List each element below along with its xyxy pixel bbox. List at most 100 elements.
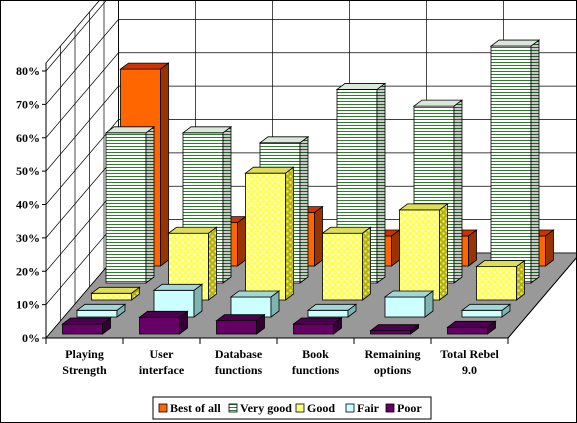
bar-poor-total-rebel-9-0 — [446, 320, 497, 335]
bar-top — [446, 320, 497, 328]
bar-good-remaining-options — [398, 203, 449, 301]
bar-top — [61, 317, 112, 325]
bar-side — [208, 226, 217, 301]
bar-side — [439, 203, 448, 301]
bar-side — [376, 82, 386, 284]
bar-top — [383, 290, 435, 298]
bar-poor-playing-strength — [61, 317, 112, 335]
bar-fair-total-rebel-9-0 — [460, 303, 512, 318]
bar-side — [222, 126, 232, 284]
legend-swatch-best-of-all — [158, 403, 168, 413]
bar-front — [293, 323, 334, 335]
bar-poor-database-functions — [215, 313, 266, 335]
bar-top — [75, 303, 127, 311]
bar-top — [369, 324, 420, 332]
bar-top — [104, 126, 156, 134]
bar-top — [119, 62, 170, 70]
bar-top — [460, 303, 512, 311]
bar-front — [139, 316, 180, 335]
bar-side — [145, 126, 155, 284]
legend-label-fair: Fair — [357, 401, 380, 415]
bar-fair-playing-strength — [75, 303, 127, 318]
legend-swatch-fair — [345, 403, 355, 413]
bar-front — [399, 209, 440, 301]
legend: Best of all Very good Good Fair Poor — [152, 396, 432, 420]
bar-fair-book-functions — [306, 303, 358, 318]
x-tick-label: Database — [215, 347, 263, 361]
bar-top — [138, 310, 189, 318]
y-tick-label: 70% — [16, 97, 40, 111]
y-tick-label: 10% — [16, 298, 40, 312]
x-tick-label: 9.0 — [462, 363, 477, 377]
bar-top — [90, 286, 141, 294]
bar-poor-remaining-options — [369, 323, 420, 335]
bar-side — [237, 215, 246, 267]
bar-front — [384, 296, 426, 318]
bar-front — [245, 172, 286, 301]
bar-top — [398, 203, 449, 211]
bar-front — [105, 132, 147, 284]
y-tick-label: 50% — [16, 164, 40, 178]
bar-top — [306, 303, 358, 311]
bar-side — [285, 166, 294, 301]
bar-top — [335, 83, 387, 90]
bar-good-playing-strength — [90, 286, 141, 301]
bar-side — [516, 259, 525, 301]
y-axis-ticks: 0% 10% 20% 30% 40% 50% 60% 70% 80% — [16, 64, 46, 345]
bar-very-good-total-rebel-9-0 — [489, 39, 541, 284]
bar-top — [152, 283, 204, 291]
legend-swatch-very-good — [228, 403, 238, 413]
x-tick-label: Playing — [65, 347, 104, 361]
y-tick-label: 0% — [22, 331, 40, 345]
bar-front — [76, 309, 118, 318]
bar-good-database-functions — [244, 166, 295, 301]
bar-poor-user-interface — [138, 310, 189, 335]
x-tick-label: Total Rebel — [440, 347, 499, 361]
bar-front — [476, 266, 517, 301]
floor-edge — [507, 257, 576, 339]
bar-side — [530, 39, 540, 284]
x-tick-label: functions — [215, 363, 263, 377]
bar-top — [215, 314, 266, 322]
y-tick-label: 80% — [16, 64, 40, 78]
y-tick-label: 30% — [16, 231, 40, 245]
x-tick-label: Remaining — [364, 347, 420, 361]
bar-front — [62, 323, 103, 335]
bar-top — [292, 317, 343, 325]
legend-box — [152, 396, 432, 420]
legend-label-good: Good — [307, 401, 335, 415]
y-tick-label: 40% — [16, 198, 40, 212]
bar-top — [475, 260, 526, 268]
bar-front — [447, 326, 488, 335]
legend-label-best-of-all: Best of all — [170, 401, 221, 415]
bar-front — [490, 45, 532, 284]
bar-side — [362, 226, 371, 301]
legend-label-poor: Poor — [397, 401, 422, 415]
bar-side — [299, 136, 309, 284]
bar-side — [453, 99, 463, 284]
x-tick-label: Strength — [62, 363, 107, 377]
bar-front — [307, 309, 349, 318]
legend-swatch-poor — [385, 403, 395, 413]
x-tick-label: Book — [302, 347, 329, 361]
bar-good-total-rebel-9-0 — [475, 259, 526, 301]
bar-front — [91, 292, 132, 301]
bar-front — [216, 320, 257, 335]
bars — [61, 39, 555, 335]
x-tick-label: options — [374, 363, 412, 377]
x-tick-label: interface — [139, 363, 185, 377]
bar-front — [461, 309, 503, 318]
gridline — [45, 1, 107, 72]
bar-top — [489, 39, 541, 47]
bar-top — [321, 226, 372, 234]
bar-top — [181, 126, 233, 134]
bar-front — [370, 330, 411, 335]
y-tick-label: 60% — [16, 131, 40, 145]
bar-poor-book-functions — [292, 317, 343, 335]
bar-fair-database-functions — [229, 290, 281, 318]
y-tick-label: 20% — [16, 264, 40, 278]
bar-side — [160, 62, 169, 267]
legend-label-very-good: Very good — [240, 401, 292, 415]
bar-top — [167, 226, 218, 234]
